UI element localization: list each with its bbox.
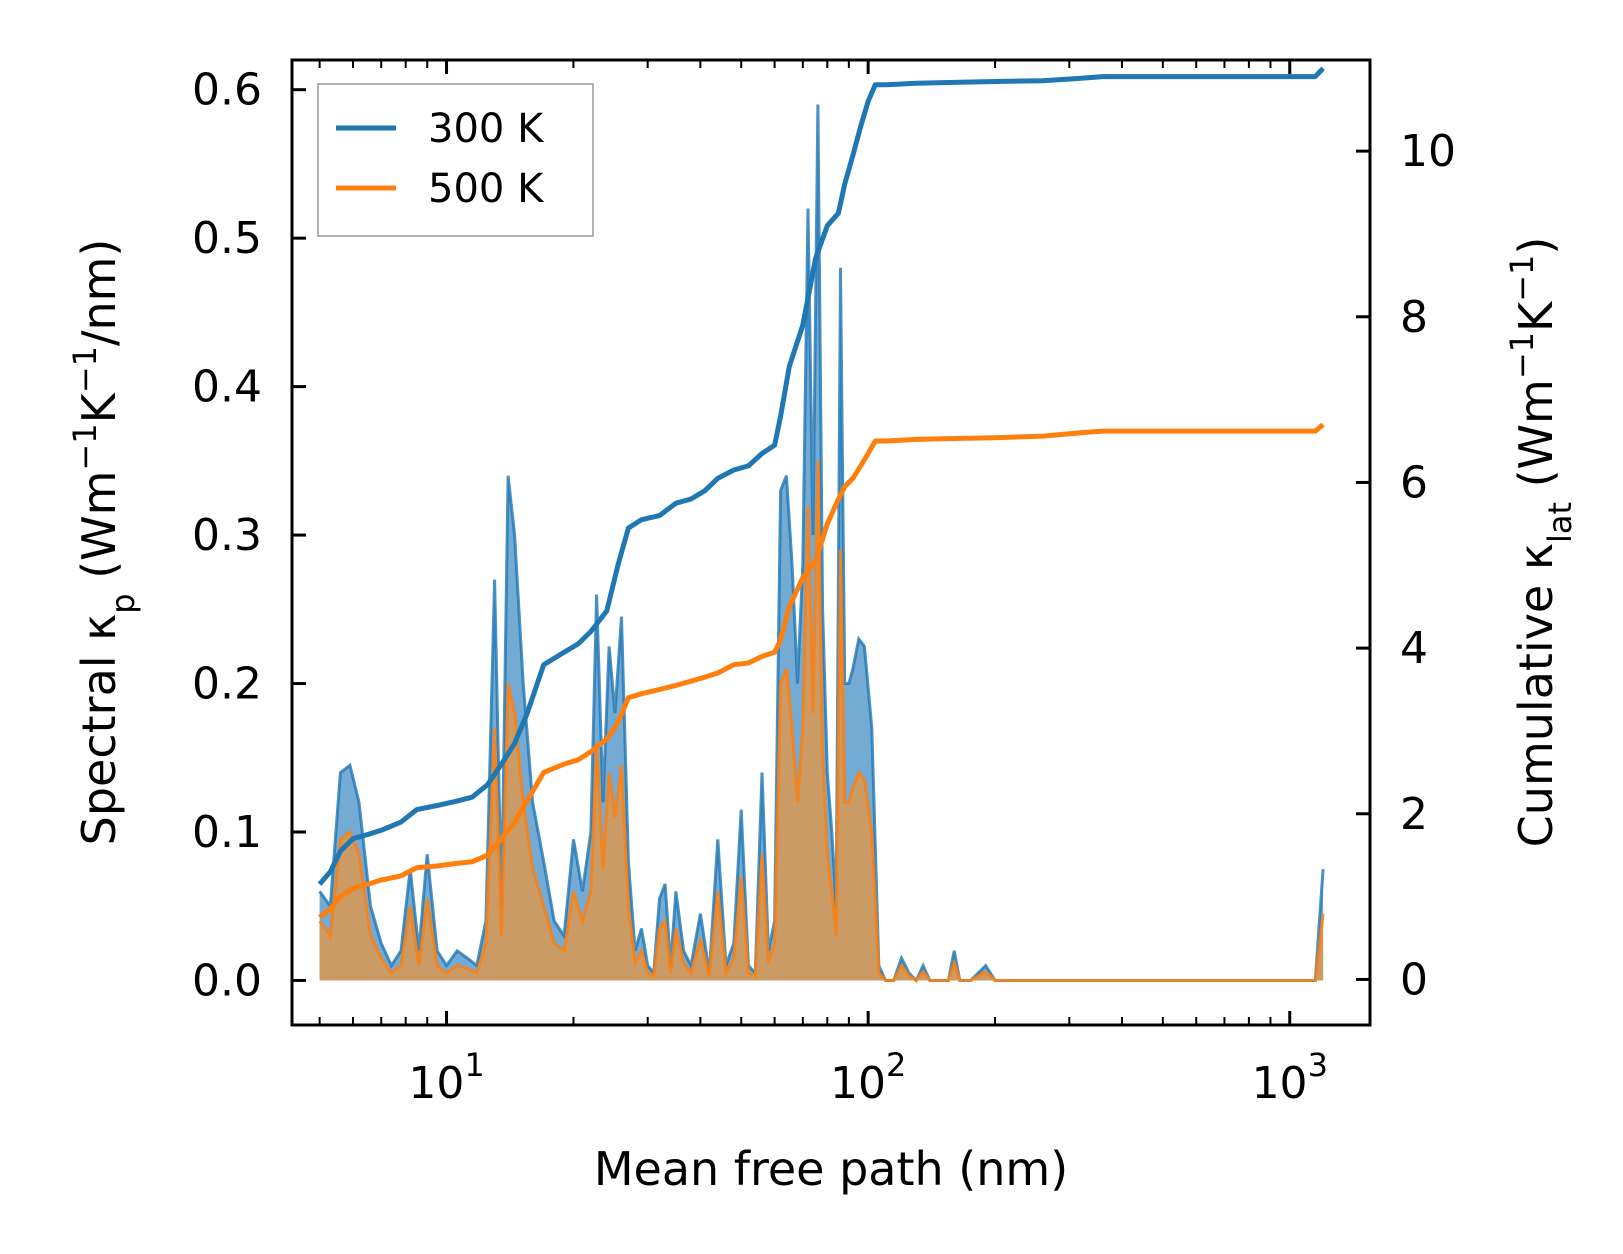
right-y-axis-label: Cumulative κlat (Wm−1K−1)	[1503, 237, 1579, 848]
x-tick-label: 101	[408, 1046, 484, 1109]
plot-area	[317, 66, 1325, 984]
y-left-tick-label: 0.1	[192, 807, 262, 858]
cumulative-line-300k	[317, 66, 1325, 886]
axis-ticks: 101 102 103 0.0 0.1 0.2 0.3 0.4 0.5 0.6 0 2 4 6 8 10	[192, 60, 1456, 1109]
y-right-tick-label: 0	[1400, 954, 1428, 1005]
y-left-tick-label: 0.3	[192, 510, 262, 561]
y-left-tick-label: 0.4	[192, 362, 262, 413]
legend: 300 K 500 K	[317, 83, 594, 237]
left-y-axis-label: Spectral κp (Wm−1K−1/nm)	[66, 239, 142, 846]
y-left-tick-label: 0.2	[192, 659, 262, 710]
y-right-tick-label: 2	[1400, 789, 1428, 840]
cumulative-line-500k	[318, 422, 1325, 920]
spectral-line-500k	[318, 460, 1325, 983]
y-right-tick-label: 8	[1400, 292, 1428, 343]
y-right-tick-label: 4	[1400, 623, 1428, 674]
y-left-tick-label: 0.6	[192, 65, 262, 116]
y-right-tick-label: 6	[1400, 457, 1428, 508]
x-axis-label: Mean free path (nm)	[594, 1142, 1068, 1196]
legend-box	[317, 83, 594, 237]
y-left-tick-label: 0.5	[192, 213, 262, 264]
legend-label-500k: 500 K	[428, 166, 545, 212]
plot-frame	[290, 58, 1372, 1027]
y-left-tick-label: 0.0	[192, 955, 262, 1006]
x-tick-label: 103	[1252, 1046, 1328, 1109]
x-tick-label: 102	[830, 1046, 906, 1109]
legend-label-300k: 300 K	[428, 106, 545, 152]
y-right-tick-label: 10	[1400, 126, 1456, 177]
